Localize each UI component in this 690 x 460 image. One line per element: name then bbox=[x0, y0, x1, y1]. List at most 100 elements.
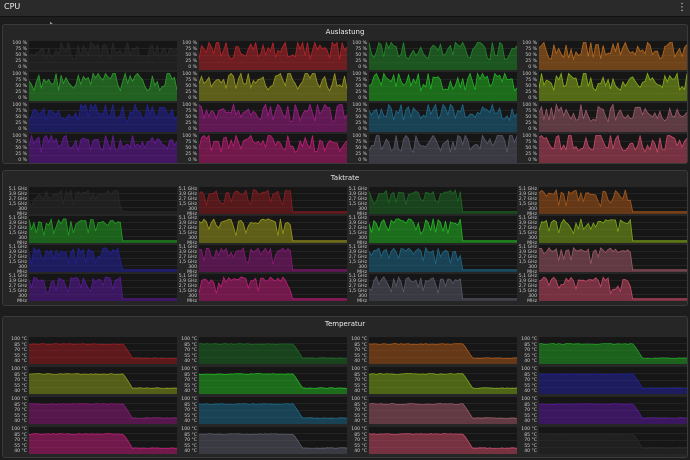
y-tick-label: 70 °C bbox=[524, 378, 537, 383]
y-tick-label: 40 °C bbox=[524, 389, 537, 394]
y-axis-labels: 100 % 75 % 50 % 25 % 0 % bbox=[7, 41, 27, 70]
graph-area bbox=[29, 134, 177, 163]
graph-line bbox=[29, 246, 177, 271]
y-axis-labels: 100 °C 85 °C 70 °C 55 °C 40 °C bbox=[177, 367, 197, 394]
y-axis-labels: 5,1 GHz 3,9 GHz 2,7 GHz 1,5 GHz 300 MHz bbox=[7, 216, 27, 246]
y-tick-label: 50 % bbox=[355, 53, 367, 58]
y-tick-label: 40 °C bbox=[354, 359, 367, 364]
kebab-menu-icon[interactable]: ⋮ bbox=[677, 2, 687, 13]
graph-area bbox=[199, 397, 347, 424]
y-tick-label: 50 % bbox=[15, 53, 27, 58]
graph-line bbox=[199, 72, 347, 92]
graph-svg bbox=[369, 41, 517, 70]
graph-svg bbox=[29, 134, 177, 163]
y-tick-label: 3,9 GHz bbox=[348, 250, 367, 255]
y-tick-label: 100 °C bbox=[351, 397, 367, 402]
graph-area bbox=[199, 245, 347, 272]
y-tick-label: 0 % bbox=[188, 96, 197, 101]
clock-graph-core-2: 5,1 GHz 3,9 GHz 2,7 GHz 1,5 GHz 300 MHz bbox=[347, 187, 517, 217]
temp-graph-core-12: 100 °C 85 °C 70 °C 55 °C 40 °C bbox=[7, 427, 177, 454]
graph-svg bbox=[199, 218, 347, 243]
graph-svg bbox=[369, 218, 517, 243]
y-tick-label: 300 MHz bbox=[187, 236, 197, 246]
graph-svg bbox=[369, 189, 517, 214]
load-graph-core-11: 100 % 75 % 50 % 25 % 0 % bbox=[517, 103, 687, 132]
graph-svg bbox=[539, 343, 687, 364]
graph-line bbox=[369, 433, 517, 450]
y-tick-label: 85 °C bbox=[14, 402, 27, 408]
y-tick-label: 5,1 GHz bbox=[178, 274, 197, 279]
y-tick-label: 75 % bbox=[185, 47, 197, 52]
graph-fill bbox=[369, 247, 517, 272]
graph-area bbox=[369, 41, 517, 70]
y-tick-label: 40 °C bbox=[184, 359, 197, 364]
y-tick-label: 1,5 GHz bbox=[518, 289, 537, 294]
y-tick-label: 100 °C bbox=[521, 397, 537, 402]
graph-line bbox=[369, 134, 517, 154]
y-tick-label: 1,5 GHz bbox=[518, 202, 537, 207]
load-graph-core-14: 100 % 75 % 50 % 25 % 0 % bbox=[347, 134, 517, 163]
y-tick-label: 55 °C bbox=[184, 353, 197, 359]
y-axis-labels: 100 % 75 % 50 % 25 % 0 % bbox=[7, 72, 27, 101]
y-tick-label: 25 % bbox=[185, 152, 197, 157]
graph-line bbox=[199, 373, 347, 389]
y-tick-label: 50 % bbox=[15, 146, 27, 151]
y-axis-labels: 100 °C 85 °C 70 °C 55 °C 40 °C bbox=[347, 337, 367, 364]
y-axis-labels: 100 % 75 % 50 % 25 % 0 % bbox=[517, 134, 537, 163]
y-tick-label: 40 °C bbox=[524, 449, 537, 454]
graph-fill bbox=[199, 343, 347, 364]
y-tick-label: 3,9 GHz bbox=[178, 279, 197, 284]
graph-fill bbox=[29, 135, 177, 163]
graph-svg bbox=[199, 72, 347, 101]
graph-svg bbox=[29, 403, 177, 424]
graph-svg bbox=[29, 246, 177, 272]
y-axis-labels: 100 °C 85 °C 70 °C 55 °C 40 °C bbox=[517, 427, 537, 454]
load-panel: Auslastung 100 % 75 % 50 % 25 % 0 % 100 % 75 %… bbox=[2, 24, 688, 164]
y-tick-label: 3,9 GHz bbox=[8, 221, 27, 226]
graph-fill bbox=[369, 433, 517, 454]
clock-graph-core-6: 5,1 GHz 3,9 GHz 2,7 GHz 1,5 GHz 300 MHz bbox=[347, 216, 517, 246]
y-tick-label: 25 % bbox=[525, 90, 537, 95]
graph-area bbox=[29, 367, 177, 394]
y-tick-label: 1,5 GHz bbox=[518, 260, 537, 265]
graph-svg bbox=[199, 433, 347, 454]
graph-area bbox=[29, 216, 177, 243]
y-tick-label: 55 °C bbox=[14, 443, 27, 449]
graph-line bbox=[29, 189, 177, 213]
graph-fill bbox=[369, 403, 517, 424]
graph-area bbox=[539, 397, 687, 424]
graph-fill bbox=[369, 73, 517, 101]
y-tick-label: 75 % bbox=[525, 109, 537, 114]
y-axis-labels: 5,1 GHz 3,9 GHz 2,7 GHz 1,5 GHz 300 MHz bbox=[7, 274, 27, 304]
graph-line bbox=[29, 217, 177, 242]
graph-fill bbox=[199, 218, 347, 243]
load-graph-core-0: 100 % 75 % 50 % 25 % 0 % bbox=[7, 41, 177, 70]
y-tick-label: 55 °C bbox=[354, 413, 367, 419]
graph-fill bbox=[539, 218, 687, 243]
y-axis-labels: 5,1 GHz 3,9 GHz 2,7 GHz 1,5 GHz 300 MHz bbox=[517, 216, 537, 246]
graph-svg bbox=[199, 189, 347, 214]
y-tick-label: 85 °C bbox=[524, 432, 537, 438]
graph-fill bbox=[369, 218, 517, 243]
graph-area bbox=[369, 274, 517, 301]
graph-svg bbox=[29, 217, 177, 243]
graph-area bbox=[199, 337, 347, 364]
y-tick-label: 75 % bbox=[15, 140, 27, 145]
y-tick-label: 1,5 GHz bbox=[348, 231, 367, 236]
y-axis-labels: 100 °C 85 °C 70 °C 55 °C 40 °C bbox=[7, 397, 27, 424]
y-tick-label: 100 % bbox=[352, 103, 367, 108]
y-tick-label: 85 °C bbox=[524, 342, 537, 348]
panel-title: Taktrate bbox=[330, 174, 360, 182]
y-tick-label: 25 % bbox=[15, 90, 27, 95]
y-axis-labels: 5,1 GHz 3,9 GHz 2,7 GHz 1,5 GHz 300 MHz bbox=[347, 187, 367, 217]
graph-line bbox=[369, 373, 517, 389]
y-tick-label: 50 % bbox=[355, 146, 367, 151]
graph-fill bbox=[29, 247, 177, 272]
graph-fill bbox=[369, 373, 517, 394]
graph-area bbox=[369, 367, 517, 394]
y-axis-labels: 100 °C 85 °C 70 °C 55 °C 40 °C bbox=[347, 397, 367, 424]
y-tick-label: 40 °C bbox=[184, 419, 197, 424]
graph-fill bbox=[539, 42, 687, 70]
y-tick-label: 25 % bbox=[355, 59, 367, 64]
y-tick-label: 2,7 GHz bbox=[8, 284, 27, 289]
